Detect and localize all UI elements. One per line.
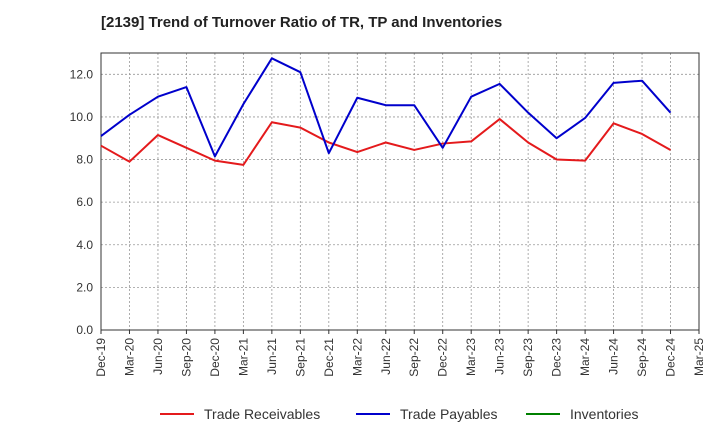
x-tick-label: Jun-22 [379,338,393,375]
x-tick-label: Dec-23 [550,338,564,377]
x-tick-label: Mar-23 [464,338,478,376]
x-tick-label: Mar-20 [122,338,136,376]
series-lines [100,57,672,166]
x-tick-label: Dec-19 [94,338,108,377]
legend: Trade Receivables Trade Payables Inventori… [160,406,638,422]
x-tick-label: Mar-24 [578,338,592,376]
x-tick-label: Dec-24 [664,338,678,377]
series-line-trade-receivables [100,118,672,166]
x-tick-label: Jun-24 [607,338,621,375]
x-tick-label: Sep-23 [521,338,535,377]
x-tick-label: Dec-22 [436,338,450,377]
plot-frame [100,52,700,331]
x-tick-label: Sep-24 [635,338,649,377]
x-tick-label: Mar-22 [350,338,364,376]
series-line-trade-payables [100,57,672,158]
x-tick-label: Sep-22 [407,338,421,377]
legend-label: Trade Receivables [204,406,320,422]
y-tick-label: 2.0 [76,280,93,294]
x-tick-label: Sep-21 [293,338,307,377]
x-tick-label: Jun-20 [151,338,165,375]
x-tick-label: Dec-21 [322,338,336,377]
x-tick-label: Mar-21 [236,338,250,376]
y-tick-label: 0.0 [76,323,93,337]
chart-title: [2139] Trend of Turnover Ratio of TR, TP… [101,14,503,31]
y-tick-label: 8.0 [76,153,93,167]
y-tick-label: 10.0 [70,110,94,124]
axes: 0.0 2.0 4.0 6.0 8.0 10.0 12.0 Dec-19 Mar-20 Jun-2… [70,52,706,377]
x-tick-label: Jun-21 [265,338,279,375]
y-tick-label: 12.0 [70,67,94,81]
legend-label: Inventories [570,406,638,422]
y-tick-label: 4.0 [76,238,93,252]
x-tick-label: Sep-20 [179,338,193,377]
x-tick-label: Dec-20 [208,338,222,377]
x-tick-label: Mar-25 [692,338,706,376]
y-tick-label: 6.0 [76,195,93,209]
x-tick-label: Jun-23 [493,338,507,375]
grid [100,53,700,331]
legend-label: Trade Payables [400,406,498,422]
